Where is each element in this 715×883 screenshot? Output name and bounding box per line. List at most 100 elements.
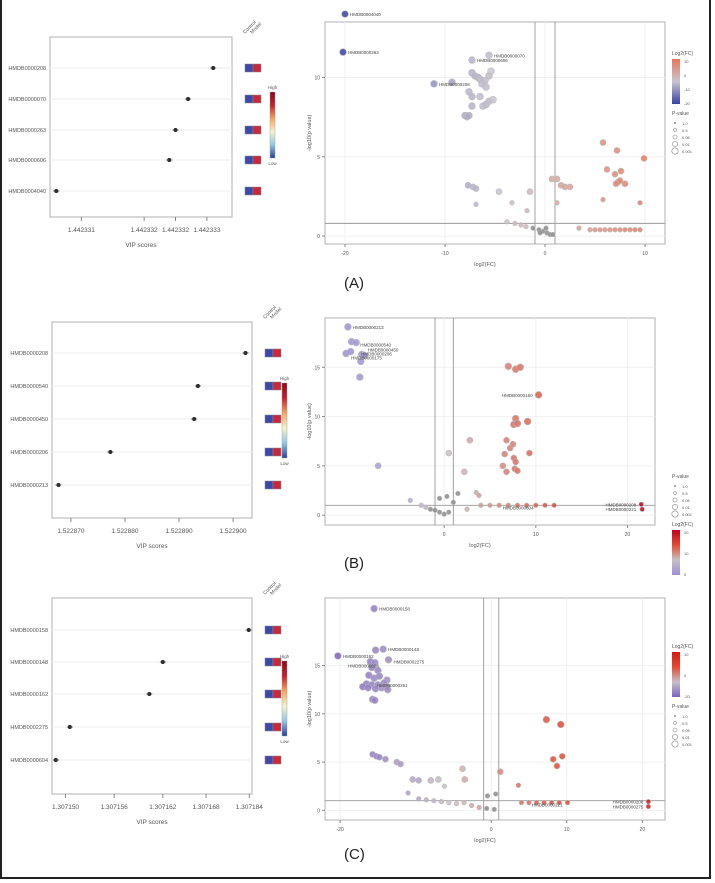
heat-cell-model — [252, 125, 262, 135]
volcano-point — [432, 507, 438, 513]
x-tick-label: 10 — [564, 827, 570, 833]
y-axis-label: -log10(p value) — [307, 403, 313, 440]
volcano-point — [496, 502, 502, 508]
volcano-point — [602, 227, 608, 233]
category-label: HMDB0002275 — [10, 725, 48, 731]
category-label: HMDB0000162 — [10, 692, 48, 698]
legend-color-tick: 20 — [684, 530, 689, 535]
volcano-point — [526, 449, 533, 457]
chart-c-volcano: -20 0 10 20 0 5 10 15 log2(FC) -log10(p value) HMD… — [307, 597, 693, 844]
legend-size-symbol — [673, 484, 677, 488]
volcano-point — [514, 467, 521, 475]
volcano-point — [503, 468, 510, 476]
volcano-point — [526, 188, 534, 195]
volcano-point — [339, 48, 347, 56]
volcano-point — [416, 796, 422, 802]
point-label: HMDB0000213 — [353, 325, 384, 330]
colorbar-low-label: Low — [268, 161, 277, 166]
y-tick-label: 5 — [317, 155, 320, 161]
category-label: HMDB0000606 — [8, 158, 46, 164]
legend-color-tick: 10 — [684, 59, 689, 64]
legend-size-label: 0.01 — [682, 735, 691, 740]
volcano-point — [427, 506, 434, 512]
point-label: HMDB0000162 — [343, 654, 374, 659]
vip-colorbar — [281, 660, 288, 737]
volcano-point — [617, 167, 625, 175]
volcano-point — [407, 497, 413, 503]
colorbar-high-label: High — [280, 376, 290, 381]
volcano-point — [476, 804, 482, 811]
volcano-point — [627, 227, 633, 233]
chart-b-volcano: 0 10 20 0 5 10 15 log2(FC) -log10(p value) HMDB00… — [307, 317, 693, 577]
category-label: HMDB0004040 — [8, 189, 46, 195]
x-axis-label: log2(FC) — [469, 543, 491, 549]
legend-size-label: 0.001 — [682, 512, 693, 517]
category-label: HMDB0000213 — [10, 483, 48, 489]
plot-frame — [49, 36, 233, 218]
legend-color-tick: 0 — [684, 73, 687, 78]
volcano-point — [344, 323, 352, 331]
y-tick-label: 15 — [314, 664, 320, 670]
legend-color-tick: 0 — [684, 673, 687, 678]
y-tick-label: 10 — [314, 712, 320, 718]
volcano-point — [370, 604, 378, 613]
volcano-point — [645, 803, 651, 810]
point-label: HMDB0002275 — [393, 660, 424, 665]
colorbar-high-label: High — [268, 85, 278, 90]
y-tick-label: 0 — [317, 513, 320, 519]
plot-frame — [51, 321, 253, 519]
heat-cell-control — [244, 63, 254, 73]
heat-cell-control — [264, 722, 274, 732]
volcano-point — [484, 793, 491, 799]
volcano-point — [476, 92, 484, 101]
point-label: HMDB0000263 — [348, 50, 379, 55]
volcano-point — [334, 652, 342, 660]
legend-colorbar — [672, 652, 680, 697]
volcano-point — [513, 419, 522, 428]
volcano-point — [541, 800, 547, 806]
volcano-point — [645, 799, 651, 805]
volcano-point — [553, 175, 561, 183]
legend-size-symbol — [671, 147, 679, 155]
legend-colorbar — [672, 59, 680, 104]
volcano-point — [482, 100, 490, 109]
legend-size-symbol — [671, 740, 679, 748]
volcano-point — [504, 362, 513, 370]
point-label: HMDB0000450 — [368, 348, 399, 353]
volcano-point — [371, 646, 380, 654]
volcano-point — [444, 493, 450, 500]
volcano-point — [468, 802, 475, 809]
volcano-point — [446, 509, 452, 515]
volcano-point — [537, 230, 543, 236]
volcano-point — [415, 777, 422, 784]
volcano-point — [357, 357, 365, 366]
point-label: HMDB0000221 — [605, 507, 636, 512]
legend-size-symbol — [672, 504, 678, 510]
point-label: HMDB0000175 — [351, 355, 382, 360]
legend-size-label: 0.5 — [682, 721, 688, 726]
volcano-point — [418, 502, 424, 508]
heat-cell-model — [252, 155, 262, 165]
volcano-point — [523, 417, 532, 426]
y-tick-label: 10 — [314, 76, 320, 82]
chart-a-volcano: -20 -10 0 10 0 5 10 log2(FC) -log10(p value) HMDB… — [307, 10, 693, 268]
volcano-point — [542, 715, 551, 724]
volcano-point — [360, 351, 369, 360]
legend-size-title: P-value — [672, 704, 689, 710]
x-tick-label: 1.307184 — [236, 804, 263, 811]
point-label: HMDB0000251 — [377, 683, 408, 688]
category-label: HMDB0000540 — [10, 384, 48, 390]
x-tick-label: 1.522900 — [220, 528, 247, 535]
volcano-legend: Log2(FC) 10 0 -20 P-value 1.0 0.5 0.05 0.01 0.001 — [671, 644, 693, 748]
volcano-point — [512, 458, 519, 466]
point-label: HMDB0000540 — [360, 343, 391, 348]
y-tick-label: 0 — [317, 234, 320, 240]
volcano-point — [461, 468, 468, 476]
y-tick-label: 5 — [317, 760, 320, 766]
volcano-point — [524, 502, 530, 508]
legend-size-label: 0.5 — [682, 128, 688, 133]
volcano-point — [509, 200, 515, 206]
legend-size-label: 0.001 — [682, 149, 693, 154]
x-tick-label: 1.307168 — [192, 804, 219, 811]
